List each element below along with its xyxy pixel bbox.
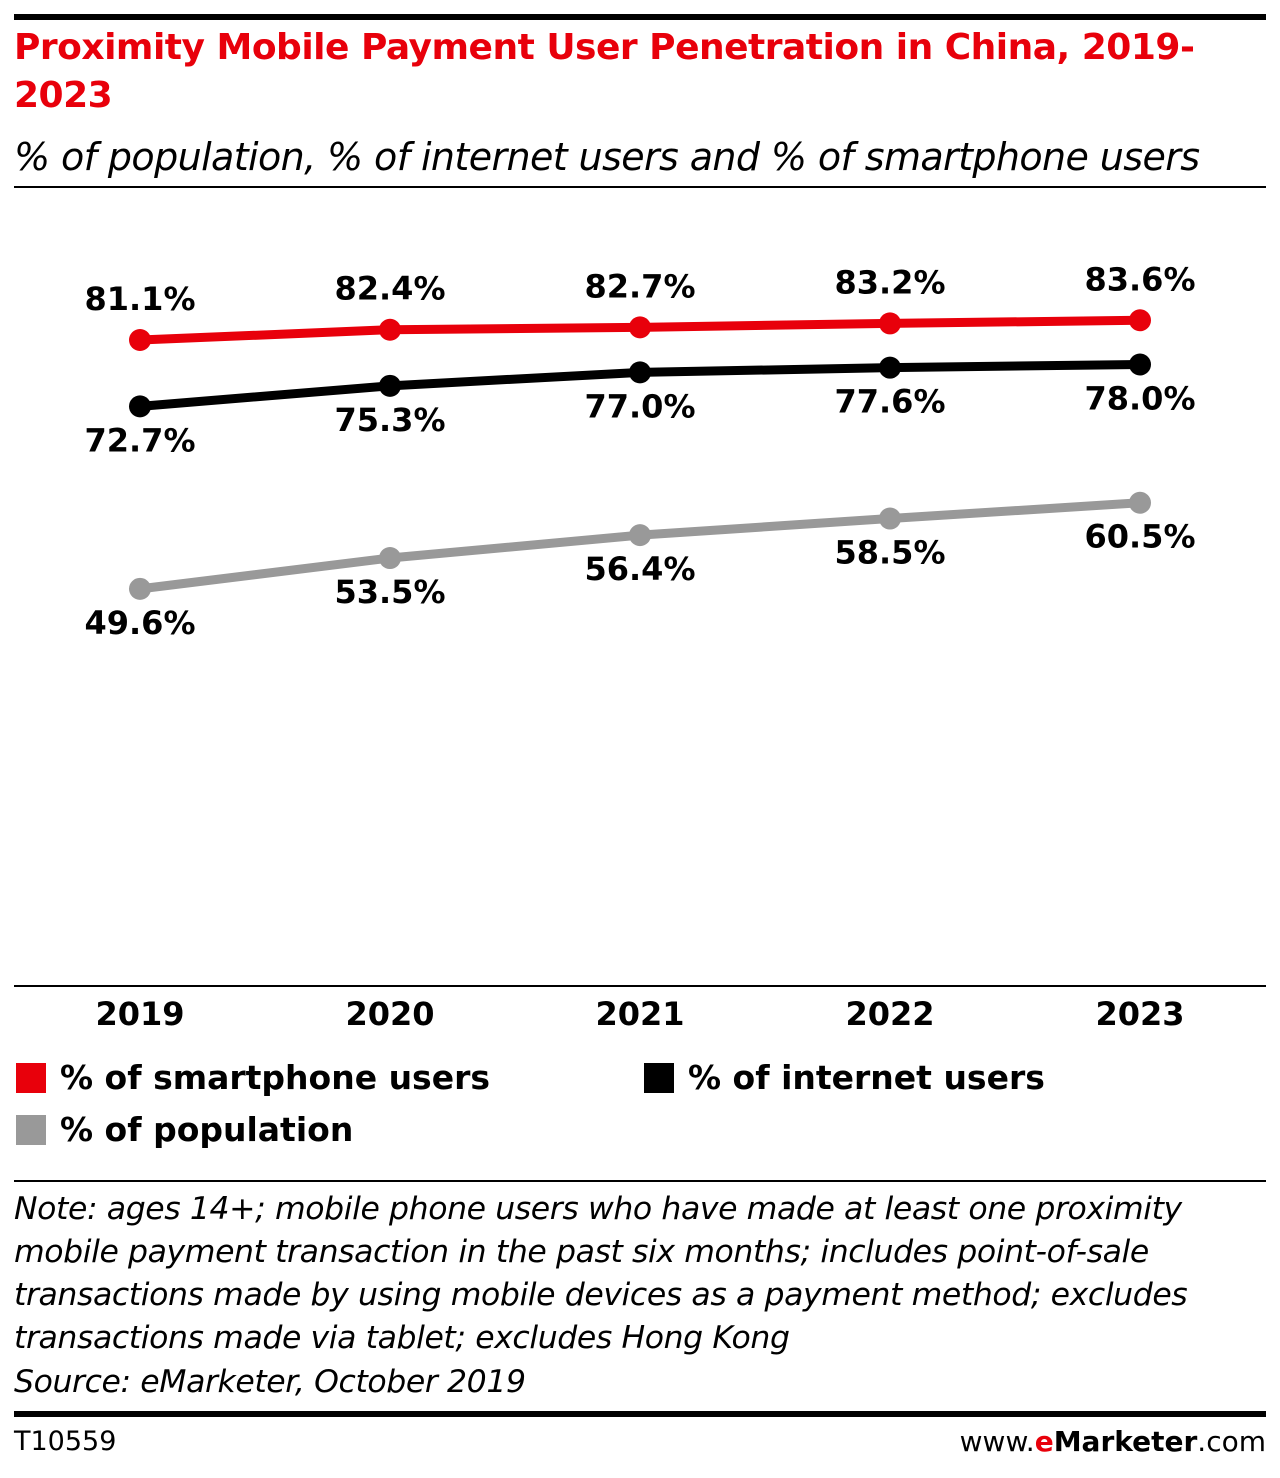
data-point-smartphone-users-2021: [629, 316, 651, 339]
data-point-internet-users-2021: [629, 361, 651, 384]
data-label-population-2021: 56.4%: [584, 550, 695, 588]
note-rule: [14, 1180, 1266, 1182]
data-label-internet-users-2023: 78.0%: [1084, 379, 1195, 417]
chart-id: T10559: [14, 1426, 117, 1457]
chart-title: Proximity Mobile Payment User Penetratio…: [14, 27, 1195, 116]
subtitle-rule: [14, 186, 1266, 188]
legend-swatch-internet-users: [644, 1063, 674, 1093]
data-label-smartphone-users-2019: 81.1%: [84, 280, 195, 318]
x-tick-label-2020: 2020: [345, 995, 435, 1033]
data-label-internet-users-2022: 77.6%: [834, 383, 945, 421]
data-label-smartphone-users-2021: 82.7%: [584, 267, 695, 305]
data-label-smartphone-users-2023: 83.6%: [1084, 260, 1195, 298]
chart-note: Note: ages 14+; mobile phone users who h…: [14, 1191, 1188, 1356]
chart-subtitle: % of population, % of internet users and…: [14, 135, 1200, 179]
bottom-rule: [14, 1411, 1266, 1417]
series-smartphone-users: 81.1% 82.4% 82.7% 83.2% 83.6%: [84, 260, 1196, 351]
data-label-population-2023: 60.5%: [1084, 518, 1195, 556]
top-rule: [14, 14, 1266, 20]
data-point-smartphone-users-2019: [129, 329, 151, 351]
line-chart: 81.1% 82.4% 82.7% 83.2% 83.6% 72.7% 75.3% 77.0%…: [84, 260, 1196, 642]
data-point-internet-users-2023: [1129, 353, 1151, 376]
data-label-population-2019: 49.6%: [84, 604, 195, 642]
data-point-population-2022: [879, 507, 901, 530]
x-tick-label-2022: 2022: [845, 995, 935, 1033]
legend-swatch-smartphone-users: [16, 1063, 46, 1093]
data-point-smartphone-users-2023: [1129, 309, 1151, 332]
legend-item-internet-users: % of internet users: [644, 1056, 1045, 1100]
brand-logo-text: eMarketer: [1035, 1425, 1198, 1458]
data-point-smartphone-users-2020: [379, 318, 401, 341]
data-point-population-2020: [379, 547, 401, 570]
x-tick-label-2021: 2021: [595, 995, 685, 1033]
data-label-smartphone-users-2022: 83.2%: [834, 263, 945, 301]
data-label-internet-users-2021: 77.0%: [584, 387, 695, 425]
data-point-internet-users-2019: [129, 395, 151, 418]
brand-prefix: www.: [959, 1425, 1035, 1458]
brand-name: Marketer: [1053, 1425, 1198, 1458]
x-tick-label-2019: 2019: [95, 995, 185, 1033]
data-point-population-2023: [1129, 491, 1151, 514]
data-point-internet-users-2022: [879, 356, 901, 379]
legend-label-smartphone-users: % of smartphone users: [60, 1058, 490, 1097]
legend-swatch-population: [16, 1115, 46, 1145]
data-label-internet-users-2020: 75.3%: [334, 401, 445, 439]
data-label-population-2022: 58.5%: [834, 534, 945, 572]
x-axis-line: [14, 985, 1266, 987]
legend-item-smartphone-users: % of smartphone users: [16, 1056, 490, 1100]
data-point-internet-users-2020: [379, 374, 401, 397]
data-point-population-2019: [129, 577, 151, 600]
data-label-smartphone-users-2020: 82.4%: [334, 270, 445, 308]
series-population: 49.6% 53.5% 56.4% 58.5% 60.5%: [84, 491, 1196, 642]
legend-item-population: % of population: [16, 1108, 353, 1152]
data-point-population-2021: [629, 524, 651, 547]
data-label-internet-users-2019: 72.7%: [84, 421, 195, 459]
chart-source: Source: eMarketer, October 2019: [14, 1364, 526, 1400]
legend-label-population: % of population: [60, 1110, 354, 1149]
data-point-smartphone-users-2022: [879, 312, 901, 335]
series-internet-users: 72.7% 75.3% 77.0% 77.6% 78.0%: [84, 353, 1196, 459]
data-label-population-2020: 53.5%: [334, 573, 445, 611]
brand-suffix: .com: [1197, 1425, 1266, 1458]
legend-label-internet-users: % of internet users: [688, 1058, 1045, 1097]
x-tick-label-2023: 2023: [1095, 995, 1185, 1033]
brand-e: e: [1034, 1425, 1054, 1458]
brand-url[interactable]: www.eMarketer.com: [960, 1424, 1266, 1460]
